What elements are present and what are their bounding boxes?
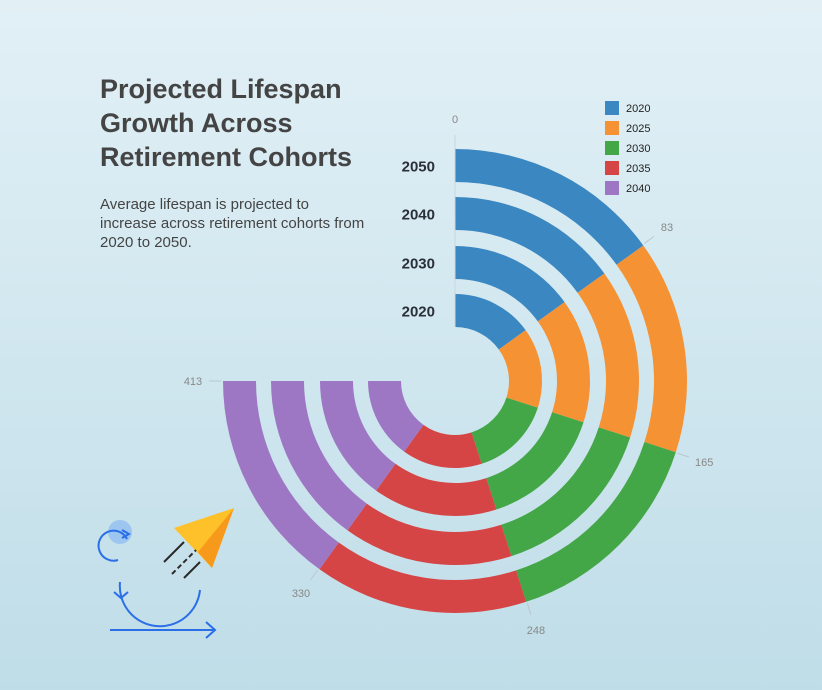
ring-segment-2030-2040: [320, 381, 396, 491]
legend-label: 2025: [626, 123, 650, 135]
axis-tick: [644, 236, 655, 244]
axis-tick: [310, 570, 318, 581]
ring-segment-2020-2030: [471, 397, 538, 464]
ring-segment-2040-2030: [501, 427, 631, 557]
axis-tick: [677, 452, 690, 458]
ring-segment-2050-2035: [319, 542, 527, 613]
ring-segment-2050-2040: [223, 381, 339, 570]
ring-segment-2020-2020: [455, 294, 526, 350]
ring-segment-2040-2040: [271, 381, 367, 531]
legend-swatch: [605, 121, 619, 135]
speed-line-icon: [163, 541, 185, 563]
tick-label: 83: [661, 222, 673, 234]
tick-label: 165: [695, 457, 713, 469]
ring-segment-2050-2030: [516, 442, 676, 602]
rocket-icon: [174, 508, 234, 568]
tick-label: 248: [527, 625, 545, 637]
cohort-label: 2040: [402, 207, 435, 224]
ring-segment-2030-2020: [455, 246, 565, 322]
chart-subtitle: Average lifespan is projected to increas…: [100, 196, 365, 251]
right-arrow-icon: [205, 621, 217, 639]
ring-segment-2050-2020: [455, 149, 644, 265]
ring-segment-2020-2035: [404, 424, 482, 468]
ring-segment-2040-2025: [577, 273, 640, 438]
ring-segment-2020-2025: [498, 330, 542, 408]
ring-segment-2050-2025: [616, 245, 688, 453]
down-arrow-icon: [113, 591, 129, 600]
legend-swatch: [605, 101, 619, 115]
cohort-label: 2030: [402, 256, 435, 273]
chart-title: Projected Lifespan Growth Across Retirem…: [100, 74, 353, 172]
legend-swatch: [605, 181, 619, 195]
speed-line-icon: [183, 561, 201, 579]
legend-swatch: [605, 141, 619, 155]
tick-label: 330: [292, 588, 310, 600]
legend-label: 2040: [626, 183, 650, 195]
cohort-label: 2020: [402, 304, 435, 321]
ring-segment-2020-2040: [368, 381, 424, 452]
loop-arrow-icon: [97, 529, 128, 562]
ring-segment-2040-2020: [455, 197, 605, 293]
rocket-illustration: [97, 508, 234, 639]
axis-tick: [526, 603, 532, 616]
legend-swatch: [605, 161, 619, 175]
ring-segment-2030-2025: [537, 302, 590, 423]
tick-label: 0: [452, 114, 458, 126]
tick-label: 413: [184, 376, 202, 388]
ring-segment-2030-2035: [376, 463, 497, 516]
ring-segment-2040-2035: [347, 503, 512, 565]
rocket-shade-icon: [198, 508, 234, 568]
legend-label: 2030: [626, 143, 650, 155]
arrowhead-icon: [121, 529, 132, 539]
cohort-label: 2050: [402, 159, 435, 176]
swoosh-icon: [118, 581, 201, 628]
legend-label: 2020: [626, 103, 650, 115]
speed-line-icon: [171, 549, 197, 575]
legend-label: 2035: [626, 163, 650, 175]
ring-segment-2030-2030: [486, 412, 584, 510]
